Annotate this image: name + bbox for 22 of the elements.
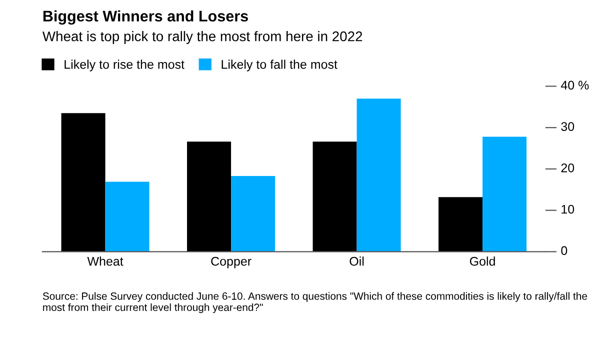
- legend-label: Likely to fall the most: [222, 60, 338, 72]
- chart-subtitle: Wheat is top pick to rally the most from here in 2022: [42, 31, 362, 44]
- y-tick-label: 40 %: [560, 80, 589, 90]
- x-tick-label: Oil: [350, 256, 364, 266]
- bar: [187, 142, 232, 252]
- y-tick-label: 30: [561, 122, 574, 131]
- x-tick-label: Wheat: [87, 256, 124, 266]
- x-tick-label: Copper: [211, 256, 252, 268]
- bar: [105, 182, 150, 252]
- y-tick-label: 20: [561, 163, 574, 172]
- legend-label: Likely to rise the most: [64, 60, 184, 72]
- bar: [61, 113, 106, 252]
- x-tick-label: Gold: [470, 256, 495, 266]
- chart-title: Biggest Winners and Losers: [43, 10, 248, 25]
- bar: [482, 136, 527, 252]
- bar: [312, 142, 357, 252]
- bar: [231, 176, 276, 252]
- y-tick-label: 10: [562, 204, 574, 214]
- y-tick-label: 0: [561, 246, 568, 256]
- bar: [356, 98, 401, 252]
- source-note: Source: Pulse Survey conducted June 6-10. Answers to questions "Which of these commodities is likely to rally/fall the most from their current level through year-end?": [42, 292, 588, 314]
- bar: [438, 197, 483, 252]
